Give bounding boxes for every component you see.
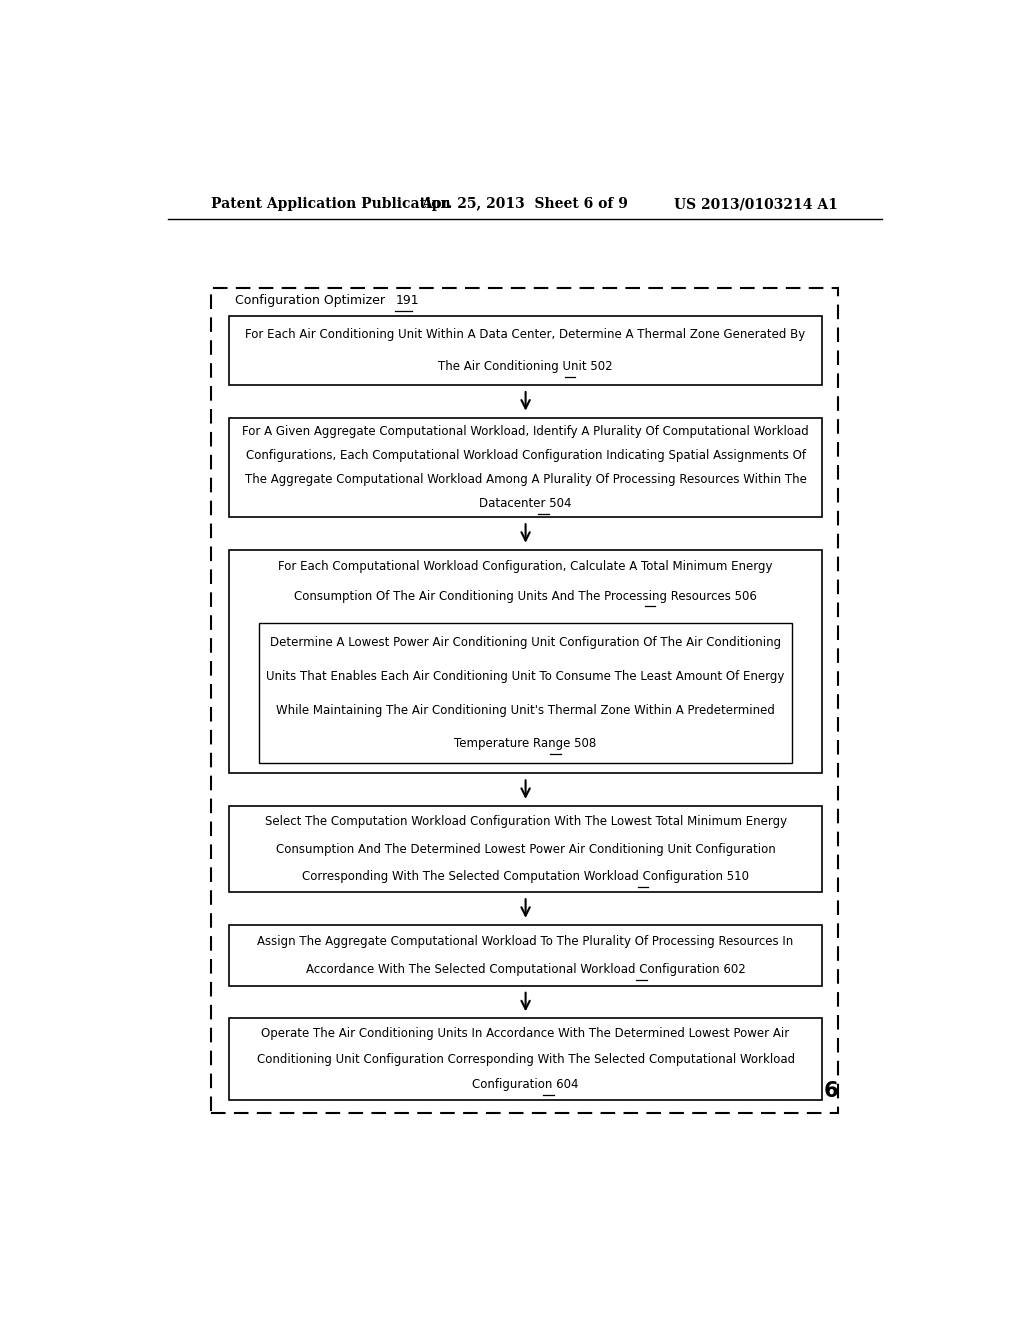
Text: Assign The Aggregate Computational Workload To The Plurality Of Processing Resou: Assign The Aggregate Computational Workl… <box>257 935 794 948</box>
FancyBboxPatch shape <box>228 1018 822 1100</box>
Text: Configuration 604: Configuration 604 <box>472 1078 579 1092</box>
Text: Select The Computation Workload Configuration With The Lowest Total Minimum Ener: Select The Computation Workload Configur… <box>264 816 786 828</box>
Text: Accordance With The Selected Computational Workload Configuration 602: Accordance With The Selected Computation… <box>306 964 745 975</box>
Text: Units That Enables Each Air Conditioning Unit To Consume The Least Amount Of Ene: Units That Enables Each Air Conditioning… <box>266 669 784 682</box>
Text: Corresponding With The Selected Computation Workload Configuration 510: Corresponding With The Selected Computat… <box>302 870 750 883</box>
Text: While Maintaining The Air Conditioning Unit's Thermal Zone Within A Predetermine: While Maintaining The Air Conditioning U… <box>276 704 775 717</box>
Text: Determine A Lowest Power Air Conditioning Unit Configuration Of The Air Conditio: Determine A Lowest Power Air Conditionin… <box>270 636 781 649</box>
Text: For Each Air Conditioning Unit Within A Data Center, Determine A Thermal Zone Ge: For Each Air Conditioning Unit Within A … <box>246 329 806 341</box>
Text: Temperature Range 508: Temperature Range 508 <box>455 738 597 750</box>
Text: Configuration Optimizer: Configuration Optimizer <box>236 294 389 308</box>
Text: For Each Computational Workload Configuration, Calculate A Total Minimum Energy: For Each Computational Workload Configur… <box>279 560 773 573</box>
FancyBboxPatch shape <box>228 417 822 517</box>
FancyBboxPatch shape <box>228 805 822 892</box>
FancyBboxPatch shape <box>228 925 822 986</box>
Text: The Aggregate Computational Workload Among A Plurality Of Processing Resources W: The Aggregate Computational Workload Amo… <box>245 473 807 486</box>
FancyBboxPatch shape <box>228 315 822 385</box>
FancyBboxPatch shape <box>259 623 793 763</box>
Text: 191: 191 <box>395 294 419 308</box>
Text: Patent Application Publication: Patent Application Publication <box>211 197 451 211</box>
Text: Consumption And The Determined Lowest Power Air Conditioning Unit Configuration: Consumption And The Determined Lowest Po… <box>275 842 775 855</box>
Text: For A Given Aggregate Computational Workload, Identify A Plurality Of Computatio: For A Given Aggregate Computational Work… <box>243 425 809 438</box>
Text: Apr. 25, 2013  Sheet 6 of 9: Apr. 25, 2013 Sheet 6 of 9 <box>421 197 629 211</box>
Text: The Air Conditioning Unit 502: The Air Conditioning Unit 502 <box>438 360 613 374</box>
Text: Datacenter 504: Datacenter 504 <box>479 498 571 510</box>
Text: FIG. 6: FIG. 6 <box>770 1081 839 1101</box>
FancyBboxPatch shape <box>228 549 822 774</box>
Text: Operate The Air Conditioning Units In Accordance With The Determined Lowest Powe: Operate The Air Conditioning Units In Ac… <box>261 1027 790 1040</box>
Text: Configurations, Each Computational Workload Configuration Indicating Spatial Ass: Configurations, Each Computational Workl… <box>246 449 806 462</box>
Text: Conditioning Unit Configuration Corresponding With The Selected Computational Wo: Conditioning Unit Configuration Correspo… <box>257 1052 795 1065</box>
Text: Consumption Of The Air Conditioning Units And The Processing Resources 506: Consumption Of The Air Conditioning Unit… <box>294 590 757 602</box>
Text: US 2013/0103214 A1: US 2013/0103214 A1 <box>675 197 839 211</box>
